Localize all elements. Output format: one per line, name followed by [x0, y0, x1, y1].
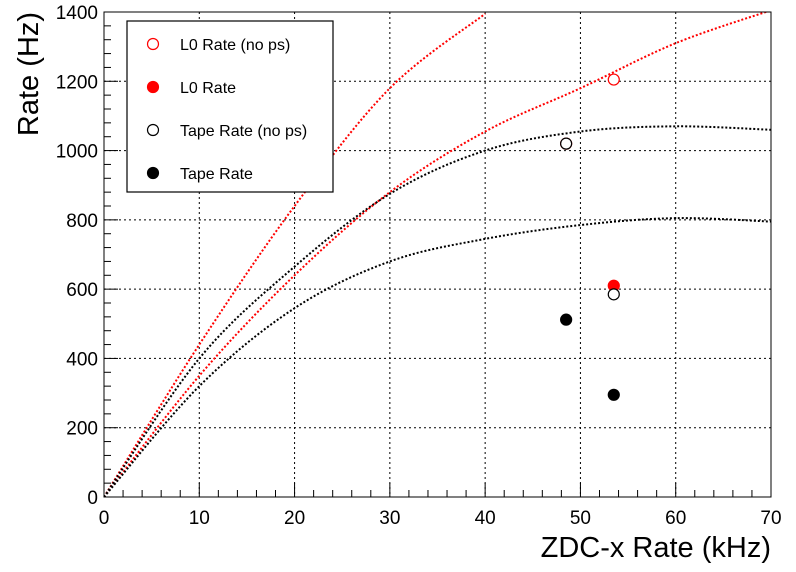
y-axis-title: Rate (Hz) [13, 12, 45, 136]
black-fit-curve-3 [104, 125, 771, 497]
y-tick-label: 1400 [56, 3, 98, 24]
legend-box [126, 20, 334, 193]
legend-label: Tape Rate (no ps) [180, 123, 307, 140]
red-fit-curve-2 [104, 12, 769, 497]
legend-marker [146, 123, 160, 137]
y-tick-label: 0 [87, 488, 98, 509]
x-tick-label: 40 [475, 508, 496, 529]
x-tick-label: 0 [99, 508, 110, 529]
x-tick-label: 50 [570, 508, 591, 529]
plot-frame [103, 11, 772, 498]
tick-label-layer: 0 10 20 30 40 50 60 70 0 200 400 600 800 1000 1200 1400 [56, 3, 782, 529]
data-point [607, 73, 620, 86]
data-point [607, 288, 620, 301]
legend-marker [146, 80, 160, 94]
y-tick-label: 1000 [56, 142, 98, 163]
legend-label: Tape Rate [180, 166, 253, 183]
legend: L0 Rate (no ps) L0 Rate Tape Rate (no ps) T… [126, 20, 334, 193]
black-fit-curve-4 [104, 217, 771, 497]
y-tick-label: 600 [66, 280, 98, 301]
data-point [560, 313, 573, 326]
y-tick-label: 400 [66, 349, 98, 370]
legend-label: L0 Rate [180, 80, 236, 97]
x-axis-title: ZDC-x Rate (kHz) [541, 532, 771, 564]
y-tick-label: 200 [66, 419, 98, 440]
x-tick-label: 70 [760, 508, 781, 529]
y-tick-label: 800 [66, 211, 98, 232]
data-point-layer [560, 73, 620, 401]
tick-layer [103, 11, 772, 498]
y-tick-label: 1200 [56, 72, 98, 93]
x-tick-label: 60 [665, 508, 686, 529]
legend-marker [146, 166, 160, 180]
data-point [607, 388, 620, 401]
curve-layer [104, 12, 771, 497]
x-tick-label: 10 [189, 508, 210, 529]
data-point [560, 137, 573, 150]
x-tick-label: 20 [284, 508, 305, 529]
legend-marker [146, 37, 160, 51]
red-fit-curve-1 [104, 12, 486, 497]
x-tick-label: 30 [379, 508, 400, 529]
legend-label: L0 Rate (no ps) [180, 37, 290, 54]
